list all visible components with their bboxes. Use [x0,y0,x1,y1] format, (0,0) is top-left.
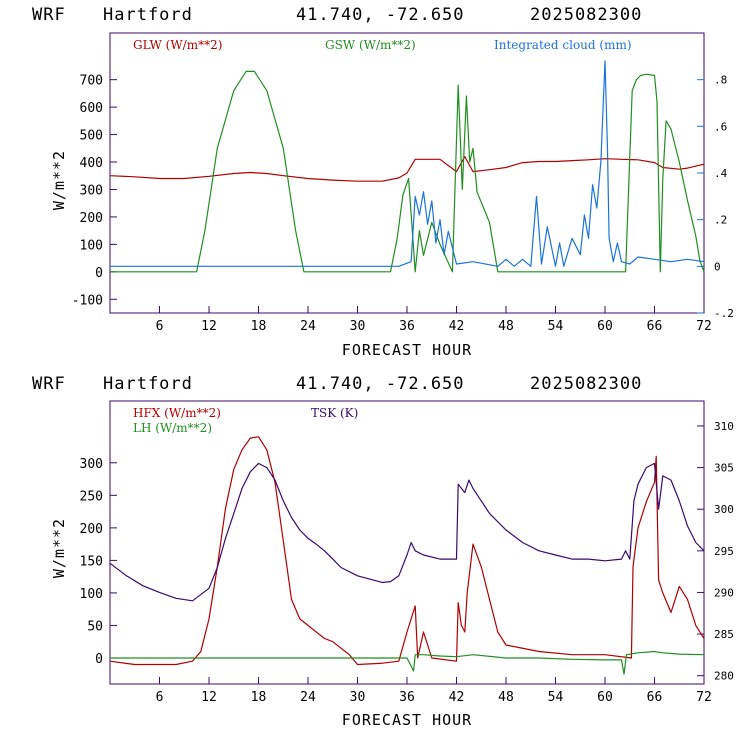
bottom-header-date: 2025082300 [530,374,642,394]
y2-tick-label: .8 [714,74,727,87]
x-tick-label: 36 [399,319,415,334]
x-tick-label: 18 [251,690,267,705]
y-tick-label: 100 [80,238,103,253]
y-tick-label: 700 [80,74,103,89]
x-tick-label: 66 [647,690,663,705]
bottom-header-coords: 41.740, -72.650 [296,374,465,394]
top-series-group [109,60,705,273]
bottom-header-station: Hartford [103,374,193,394]
y2-tick-label: .2 [714,214,727,227]
x-tick-label: 42 [449,319,465,334]
top-legend-cloud: Integrated cloud (mm) [494,38,632,52]
bottom-header-model: WRF [32,374,66,394]
series-line-glw [109,155,705,182]
series-line-integrated [110,60,705,267]
y-tick-label: 0 [95,266,103,281]
series-line-tsk [109,462,705,602]
chart-top: WRF Hartford 41.740, -72.650 2025082300 … [32,5,734,359]
x-tick-label: 24 [300,690,316,705]
y2-tick-label: 305 [714,462,734,475]
x-tick-label: 60 [597,319,613,334]
x-tick-label: 6 [156,690,164,705]
top-legend-glw: GLW (W/m**2) [133,38,222,52]
chart-bottom: WRF Hartford 41.740, -72.650 2025082300 … [32,374,734,729]
bottom-y-axis-label: W/m**2 [50,518,68,578]
bottom-x-axis-label: FORECAST HOUR [342,711,472,729]
x-tick-label: 24 [300,319,316,334]
y-tick-label: 500 [80,129,103,144]
bottom-legend-lh: LH (W/m**2) [133,421,212,435]
y-tick-label: 300 [80,183,103,198]
bottom-legend-tsk: TSK (K) [311,406,358,420]
x-tick-label: 48 [498,319,514,334]
x-tick-label: 42 [449,690,465,705]
y-tick-label: 200 [80,211,103,226]
x-tick-label: 12 [201,319,217,334]
x-tick-label: 6 [156,319,164,334]
y2-tick-label: .6 [714,120,727,133]
x-tick-label: 30 [350,690,366,705]
y-tick-label: 150 [80,554,103,569]
top-header-model: WRF [32,5,66,25]
x-tick-label: 54 [548,690,564,705]
x-tick-label: 72 [696,690,712,705]
y-tick-label: 400 [80,156,103,171]
x-tick-label: 30 [350,319,366,334]
bottom-x-axis: 6 12 18 24 30 36 42 48 54 60 66 72 [156,677,712,705]
top-header-station: Hartford [103,5,193,25]
bottom-y-axis: 0 50 100 150 200 250 300 [80,457,117,667]
bottom-plot-frame [109,400,705,685]
x-tick-label: 48 [498,690,514,705]
y2-tick-label: 295 [714,545,734,558]
series-line-gsw [110,70,705,273]
top-y2-axis: .8 .6 .4 .2 0 -.2 [697,74,734,320]
y2-tick-label: 300 [714,503,734,516]
bottom-series-group [109,436,705,675]
x-tick-label: 60 [597,690,613,705]
x-tick-label: 66 [647,319,663,334]
top-header-date: 2025082300 [530,5,642,25]
y-tick-label: 100 [80,587,103,602]
y2-tick-label: 310 [714,420,734,433]
y-tick-label: -100 [72,293,103,308]
series-line-lh [110,650,705,675]
top-header-coords: 41.740, -72.650 [296,5,465,25]
y-tick-label: 50 [87,619,103,634]
y-tick-label: 250 [80,489,103,504]
x-tick-label: 72 [696,319,712,334]
x-tick-label: 18 [251,319,267,334]
y2-tick-label: 290 [714,586,734,599]
y-tick-label: 0 [95,652,103,667]
y2-tick-label: 0 [714,260,721,273]
y2-tick-label: 280 [714,670,734,683]
y-tick-label: 600 [80,101,103,116]
series-line-hfx [109,436,705,666]
top-y-axis: -100 0 100 200 300 400 500 600 700 [72,74,117,308]
y2-tick-label: .4 [714,167,728,180]
x-tick-label: 12 [201,690,217,705]
top-y-axis-label: W/m**2 [50,150,68,210]
x-tick-label: 36 [399,690,415,705]
top-legend-gsw: GSW (W/m**2) [325,38,416,52]
top-x-axis-label: FORECAST HOUR [342,341,472,359]
y2-tick-label: -.2 [714,307,734,320]
bottom-legend-hfx: HFX (W/m**2) [133,406,221,420]
y-tick-label: 300 [80,457,103,472]
y-tick-label: 200 [80,522,103,537]
top-x-axis: 6 12 18 24 30 36 42 48 54 60 66 72 [156,306,712,334]
bottom-y2-axis: 310 305 300 295 290 285 280 [697,420,734,683]
y2-tick-label: 285 [714,628,734,641]
x-tick-label: 54 [548,319,564,334]
